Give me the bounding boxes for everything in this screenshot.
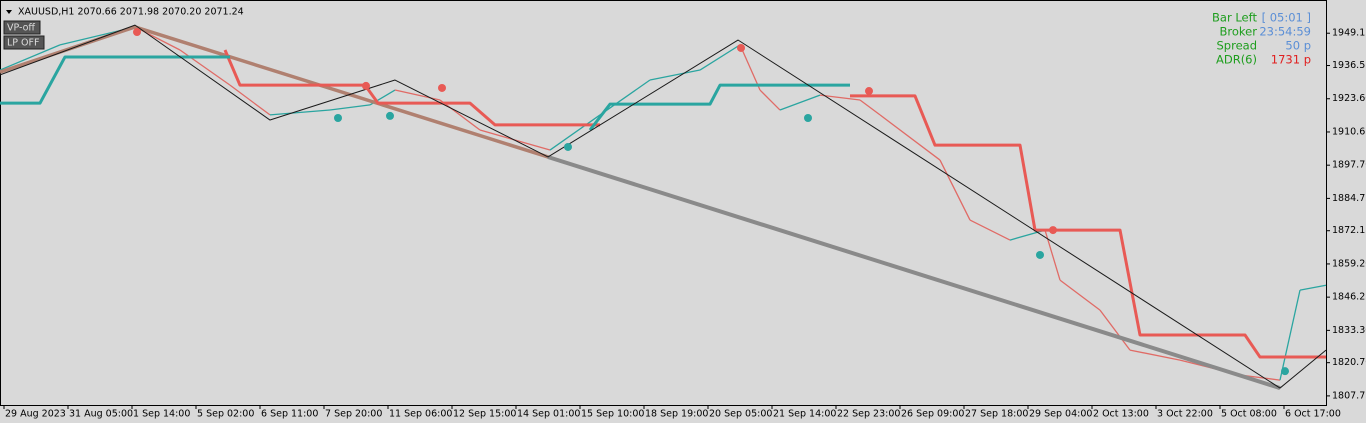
overlay-line bbox=[850, 94, 1326, 359]
signal-dot bbox=[1281, 367, 1289, 376]
overlay-line bbox=[0, 25, 549, 159]
price-segment bbox=[549, 114, 601, 151]
lp-button[interactable]: LP OFF bbox=[3, 35, 45, 50]
info-value: 1731 p bbox=[1271, 53, 1311, 67]
info-label: Bar Left bbox=[1212, 11, 1257, 25]
x-tick-label: 31 Aug 05:00 bbox=[69, 409, 133, 420]
x-tick-label: 12 Sep 15:00 bbox=[453, 409, 516, 420]
x-tick-label: 15 Sep 10:00 bbox=[581, 409, 644, 420]
info-label: ADR(6) bbox=[1216, 53, 1257, 67]
signal-dot bbox=[1049, 226, 1057, 235]
price-segment bbox=[879, 114, 941, 161]
price-segment bbox=[969, 219, 1011, 241]
info-value: 50 p bbox=[1285, 39, 1311, 53]
y-tick-label: 1846.25 bbox=[1332, 292, 1366, 303]
signal-dot bbox=[737, 43, 745, 52]
price-segment bbox=[269, 109, 331, 116]
button-label[interactable]: LP OFF bbox=[7, 38, 39, 49]
info-value: [ 05:01 ] bbox=[1262, 11, 1311, 25]
price-segment bbox=[649, 69, 701, 81]
button-label[interactable]: VP-off bbox=[7, 23, 35, 34]
signal-dot bbox=[804, 113, 812, 122]
y-tick-label: 1897.70 bbox=[1332, 160, 1366, 171]
signal-dot bbox=[564, 142, 572, 151]
price-segment bbox=[1099, 309, 1131, 351]
y-tick-label: 1884.75 bbox=[1332, 193, 1366, 204]
price-segment bbox=[1299, 284, 1327, 291]
overlay-line bbox=[547, 155, 1281, 390]
price-segment bbox=[1059, 279, 1101, 311]
price-segment bbox=[329, 104, 371, 111]
x-tick-label: 1 Sep 14:00 bbox=[133, 409, 190, 420]
info-label: Broker bbox=[1220, 25, 1258, 39]
y-tick-label: 1910.65 bbox=[1332, 126, 1366, 137]
price-segment bbox=[0, 44, 61, 71]
y-tick-label: 1833.30 bbox=[1332, 325, 1366, 336]
x-tick-label: 3 Oct 22:00 bbox=[1157, 409, 1213, 420]
overlay-line bbox=[588, 83, 850, 131]
plot-area bbox=[0, 0, 1327, 406]
x-tick-label: 7 Sep 20:00 bbox=[325, 409, 382, 420]
price-segment bbox=[859, 99, 881, 116]
price-segment bbox=[439, 99, 481, 131]
x-tick-label: 5 Oct 08:00 bbox=[1221, 409, 1277, 420]
info-value: 23:54:59 bbox=[1259, 25, 1311, 39]
x-tick-label: 6 Oct 17:00 bbox=[1285, 409, 1341, 420]
x-tick-label: 26 Sep 09:00 bbox=[901, 409, 964, 420]
price-segment bbox=[939, 159, 971, 221]
menu-arrow bbox=[6, 10, 12, 14]
overlay-line bbox=[223, 49, 600, 127]
price-segment bbox=[779, 94, 821, 111]
price-segment bbox=[1279, 289, 1301, 381]
y-tick-label: 1936.55 bbox=[1332, 60, 1366, 71]
x-tick-label: 14 Sep 01:00 bbox=[517, 409, 580, 420]
info-label: Spread bbox=[1217, 39, 1258, 53]
signal-dot bbox=[865, 87, 873, 96]
x-tick-label: 20 Sep 05:00 bbox=[709, 409, 772, 420]
y-tick-label: 1820.70 bbox=[1332, 357, 1366, 368]
x-tick-label: 18 Sep 19:00 bbox=[645, 409, 708, 420]
price-segment bbox=[599, 79, 651, 116]
price-segment bbox=[699, 44, 741, 71]
signal-dot bbox=[133, 28, 141, 37]
price-segment bbox=[819, 94, 861, 101]
price-segment bbox=[739, 44, 761, 91]
x-tick-label: 29 Sep 04:00 bbox=[1029, 409, 1092, 420]
y-tick-label: 1807.75 bbox=[1332, 390, 1366, 401]
y-tick-label: 1923.60 bbox=[1332, 93, 1366, 104]
price-segment bbox=[759, 89, 781, 111]
x-tick-label: 6 Sep 11:00 bbox=[261, 409, 318, 420]
x-tick-label: 11 Sep 06:00 bbox=[389, 409, 452, 420]
price-segment bbox=[1129, 349, 1181, 361]
overlay-line bbox=[0, 55, 230, 105]
y-tick-label: 1859.20 bbox=[1332, 258, 1366, 269]
x-tick-label: 2 Oct 13:00 bbox=[1093, 409, 1149, 420]
price-segment bbox=[1009, 229, 1046, 241]
y-tick-label: 1872.15 bbox=[1332, 225, 1366, 236]
y-tick-label: 1949.15 bbox=[1332, 28, 1366, 39]
signal-dot bbox=[334, 113, 342, 122]
vp-button[interactable]: VP-off bbox=[3, 20, 41, 35]
price-segment bbox=[229, 84, 271, 116]
overlay-line bbox=[0, 24, 1327, 389]
x-tick-label: 29 Aug 2023 bbox=[5, 409, 66, 420]
signal-dot bbox=[362, 81, 370, 90]
signal-dot bbox=[386, 111, 394, 120]
x-tick-label: 5 Sep 02:00 bbox=[197, 409, 254, 420]
signal-dot bbox=[1036, 250, 1044, 259]
symbol-header: XAUUSD,H1 2070.66 2071.98 2070.20 2071.2… bbox=[18, 7, 244, 18]
x-tick-label: 21 Sep 14:00 bbox=[773, 409, 836, 420]
signal-dot bbox=[438, 83, 446, 92]
x-tick-label: 22 Sep 23:00 bbox=[837, 409, 900, 420]
x-tick-label: 27 Sep 18:00 bbox=[965, 409, 1028, 420]
